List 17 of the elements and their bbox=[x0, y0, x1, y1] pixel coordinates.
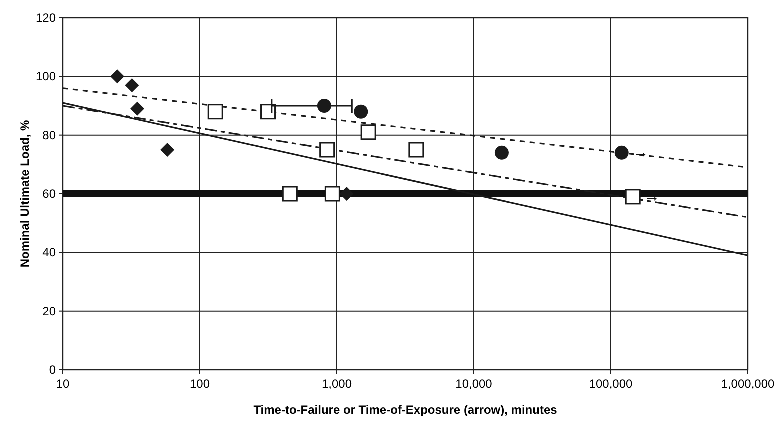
y-tick-label: 60 bbox=[42, 187, 56, 201]
y-tick-label: 80 bbox=[42, 128, 56, 142]
x-axis-title: Time-to-Failure or Time-of-Exposure (arrow), minutes bbox=[254, 403, 558, 417]
x-tick-label: 10 bbox=[56, 377, 70, 391]
y-tick-label: 20 bbox=[42, 304, 56, 318]
x-tick-label: 100,000 bbox=[589, 377, 634, 391]
x-tick-label: 10,000 bbox=[456, 377, 493, 391]
y-tick-label: 0 bbox=[49, 363, 56, 377]
y-axis-title: Nominal Ultimate Load, % bbox=[18, 120, 32, 268]
annotation: → bbox=[644, 188, 660, 206]
annotation: → bbox=[632, 144, 649, 162]
y-tick-label: 120 bbox=[36, 11, 56, 25]
x-tick-label: 1,000,000 bbox=[721, 377, 776, 391]
y-tick-label: 40 bbox=[42, 246, 56, 260]
y-tick-label: 100 bbox=[36, 70, 56, 84]
x-tick-label: 1,000 bbox=[322, 377, 352, 391]
x-tick-label: 100 bbox=[190, 377, 210, 391]
